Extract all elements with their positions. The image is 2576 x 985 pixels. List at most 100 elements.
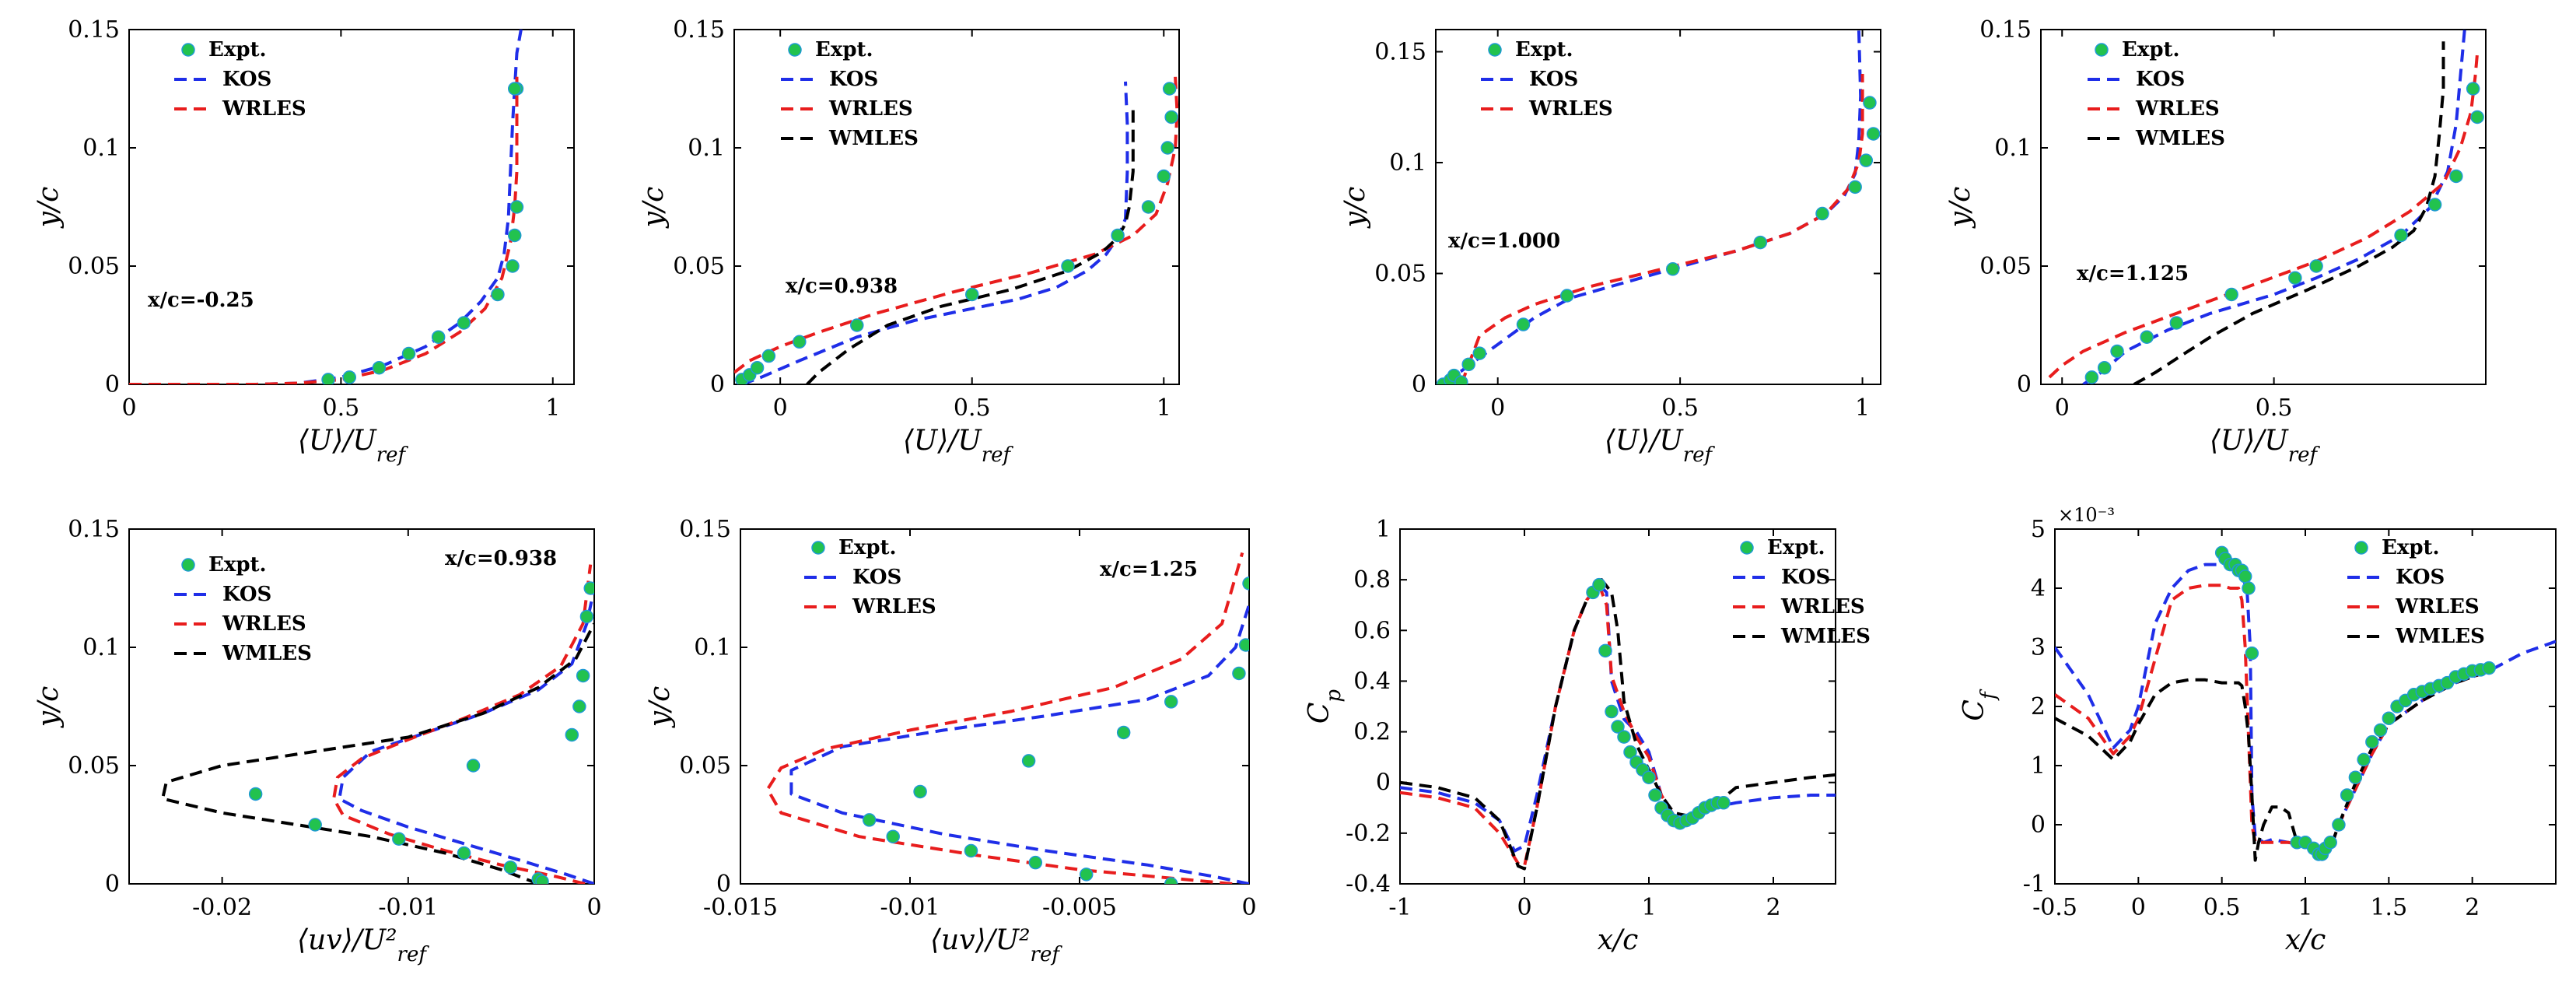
y-tick-label: 0.15 [673, 16, 725, 44]
y-tick-label: 0.05 [673, 253, 725, 280]
plot-frame [2040, 29, 2487, 385]
expt-point [2140, 330, 2154, 344]
legend-label: KOS [1781, 566, 1830, 589]
chart-p4: 0 0.5 0 0.05 0.1 0.15 ⟨U⟩/Uref y/c x/c=1.125 Expt… [1944, 16, 2487, 467]
x-axis-label: x/c [2285, 924, 2326, 956]
y-tick-label: 1 [2031, 752, 2046, 780]
plot-area [1400, 577, 1836, 871]
x-tick-label: 0 [773, 394, 788, 422]
series-line-wmles [2055, 669, 2490, 862]
expt-point [886, 829, 900, 843]
y-axis-label: y/c [33, 686, 65, 729]
expt-point [1116, 725, 1131, 740]
chart-p2: 0 0.5 1 0 0.05 0.1 0.15 ⟨U⟩/Uref y/c x/c=0.938 Exp… [638, 16, 1180, 467]
x-tick-label: 1 [1641, 894, 1656, 921]
plot-frame [733, 29, 1180, 385]
x-axis-label: x/c [1598, 924, 1639, 956]
legend-label: WRLES [2395, 595, 2480, 619]
expt-point [1863, 96, 1877, 110]
legend-swatch-expt [1740, 541, 1754, 555]
expt-point [2394, 228, 2408, 243]
expt-point [2365, 734, 2379, 749]
expt-point [913, 784, 927, 799]
plot-area [1436, 30, 1881, 384]
chart-p1: 0 0.5 1 0 0.05 0.1 0.15 ⟨U⟩/Uref y/c x/c=-0.25 Exp… [33, 16, 575, 467]
expt-point [1021, 754, 1036, 768]
plot-frame [128, 528, 595, 885]
expt-point [2449, 169, 2463, 184]
expt-point [1560, 289, 1574, 303]
expt-point [572, 699, 586, 713]
expt-point [507, 228, 522, 243]
legend-label: Expt. [1767, 536, 1825, 559]
plot-area [734, 76, 1179, 384]
expt-point [2373, 723, 2388, 738]
expt-point [1598, 643, 1612, 658]
series-line-kos [789, 604, 1249, 884]
legend: Expt. KOS WRLES [174, 38, 306, 121]
plot-area [765, 552, 1249, 884]
series-line-wmles [161, 622, 594, 884]
chart-p3: 0 0.5 1 0 0.05 0.1 0.15 ⟨U⟩/Uref y/c x/c=1.000 Exp… [1339, 29, 1881, 467]
x-tick-label: -0.015 [703, 894, 778, 921]
legend-label: KOS [852, 566, 901, 589]
x-tick-label: 0 [121, 394, 136, 422]
y-tick-label: 2 [2031, 693, 2046, 720]
legend-label: WMLES [828, 127, 919, 150]
x-tick-label: 0 [586, 894, 601, 921]
expt-point [579, 609, 594, 624]
expt-point [862, 813, 877, 827]
x-tick-label: -0.01 [378, 894, 438, 921]
expt-point [1111, 228, 1125, 243]
legend-label: Expt. [815, 38, 873, 61]
x-axis-label: ⟨uv⟩/U²ref [297, 924, 429, 966]
expt-point [2097, 360, 2112, 375]
x-tick-label: 1.5 [2370, 894, 2407, 921]
expt-point [565, 727, 579, 742]
y-axis-label: y/c [1944, 187, 1976, 230]
plot-frame [128, 29, 575, 385]
series-line-wrles [129, 76, 519, 384]
legend-label: KOS [2136, 68, 2185, 91]
expt-point [964, 287, 979, 302]
expt-point [2309, 259, 2323, 273]
legend: Expt. KOS WRLES [804, 536, 936, 619]
legend-label: Expt. [208, 553, 267, 577]
legend-label: Expt. [838, 536, 897, 559]
y-tick-label: 0.8 [1353, 566, 1391, 594]
chart-p8: -0.5 0 0.5 1 1.5 2 -1 0 1 2 3 4 5 x/c Cf ×10⁻³ Expt. KOS W… [1958, 504, 2557, 956]
x-tick-label: -0.02 [192, 894, 252, 921]
expt-point [583, 581, 594, 595]
plot-area [2055, 545, 2556, 862]
legend-swatch-expt [788, 43, 802, 57]
series-line-wrles [332, 564, 593, 884]
x-tick-label: 2 [2465, 894, 2480, 921]
expt-point [1605, 704, 1619, 719]
expt-point [535, 875, 549, 884]
expt-point [2427, 198, 2442, 212]
position-annotation: x/c=0.938 [786, 275, 898, 298]
y-tick-label: -1 [2023, 871, 2046, 898]
plot-area [129, 30, 524, 384]
legend: Expt. KOS WRLES WMLES [2347, 536, 2485, 648]
position-annotation: x/c=1.25 [1100, 558, 1198, 581]
x-tick-label: 0 [1490, 394, 1505, 422]
x-tick-label: 1 [545, 394, 560, 422]
x-axis-label: ⟨uv⟩/U²ref [930, 924, 1062, 966]
y-tick-label: 0.2 [1353, 719, 1391, 746]
y-tick-label: -0.2 [1346, 820, 1391, 847]
expt-point [1617, 730, 1631, 744]
x-axis-label: ⟨U⟩/Uref [298, 425, 409, 467]
y-tick-label: 0.05 [1374, 261, 1426, 288]
series-line-wrles [1400, 583, 1724, 868]
plot-area [2048, 30, 2484, 384]
expt-point [2340, 788, 2354, 802]
y-tick-label: 0.1 [82, 634, 120, 661]
expt-point [491, 287, 505, 302]
series-line-wmles [2133, 41, 2445, 384]
expt-point [1717, 796, 1731, 810]
expt-point [1866, 127, 1881, 141]
expt-point [2169, 316, 2184, 330]
expt-point [1232, 666, 1246, 681]
expt-point [1472, 346, 1487, 360]
